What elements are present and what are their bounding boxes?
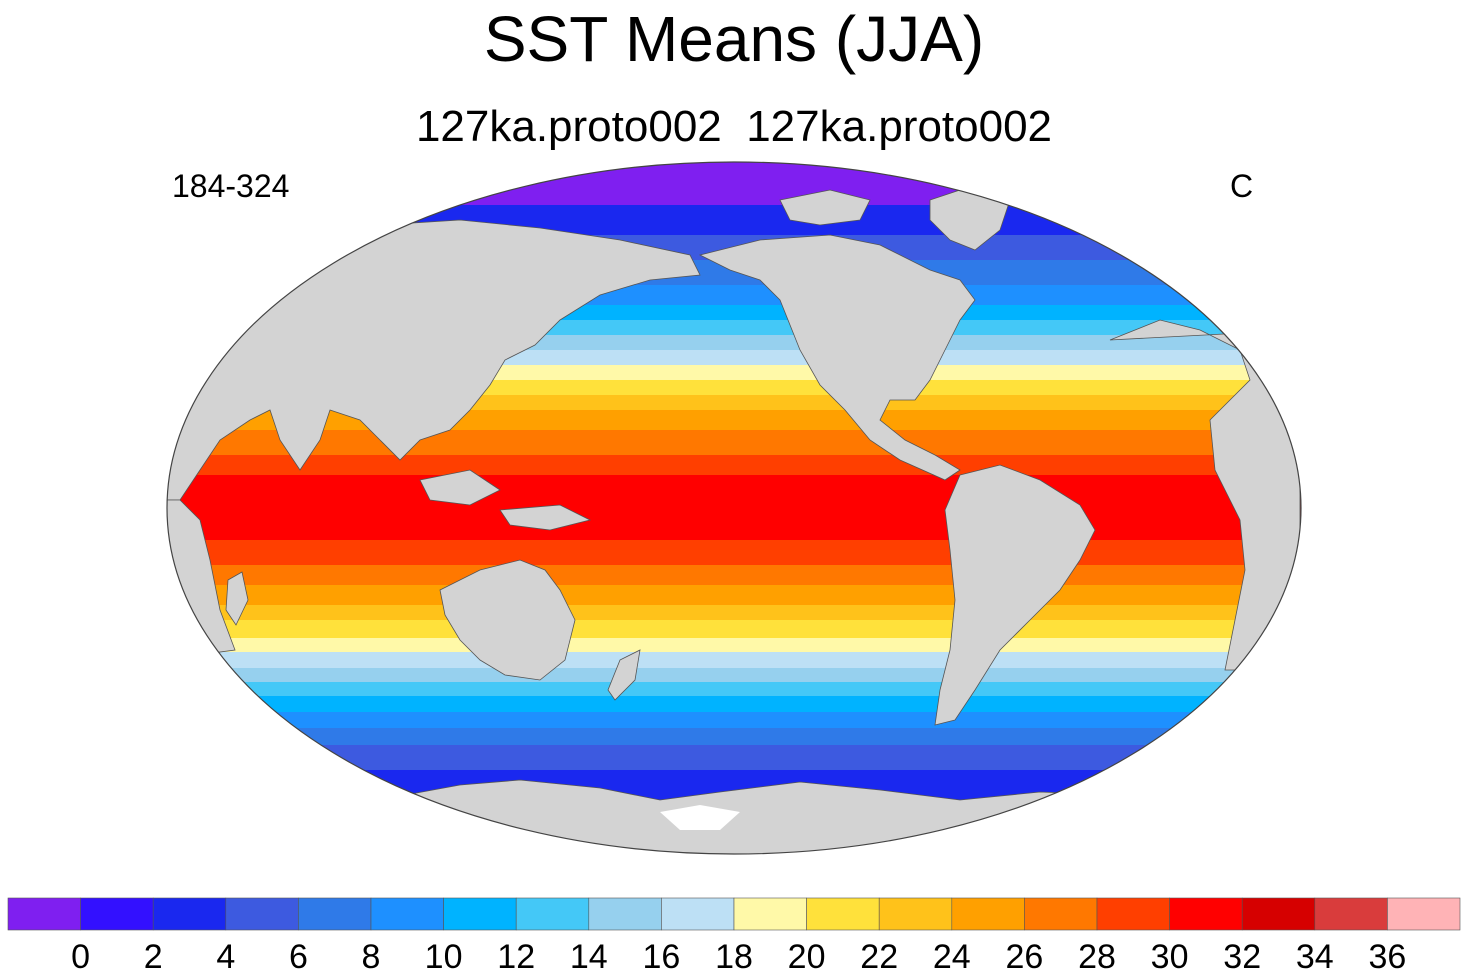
land-antarctica (167, 779, 1301, 854)
sst-band (167, 500, 1301, 541)
colorbar-tick-label: 0 (71, 938, 90, 976)
land-antarctica-ice (660, 805, 740, 830)
colorbar-tick-label: 34 (1296, 938, 1334, 976)
colorbar-tick-label: 20 (788, 938, 826, 976)
units-label: C (1230, 168, 1254, 204)
sst-band (167, 540, 1301, 566)
colorbar-tick-label: 6 (289, 938, 308, 976)
colorbar-box (298, 897, 372, 931)
land-north-america (698, 234, 976, 481)
colorbar-box (1241, 897, 1316, 931)
colorbar-tick-label: 32 (1223, 938, 1261, 976)
colorbar-tick-label: 4 (216, 938, 235, 976)
colorbar-box (1096, 897, 1170, 931)
colorbar-labels: 0 2 4 6 8 10 12 14 16 18 20 22 24 26 28 30 32 34 36 (71, 938, 1406, 976)
colorbar-boxes (7, 897, 1461, 931)
colorbar-tick-label: 22 (860, 938, 898, 976)
colorbar-tick-label: 8 (362, 938, 381, 976)
colorbar-box (1024, 897, 1098, 931)
colorbar-tick-label: 26 (1005, 938, 1043, 976)
colorbar-box (443, 897, 517, 931)
colorbar-box (588, 897, 662, 931)
colorbar-box (225, 897, 299, 931)
colorbar-tick-label: 30 (1151, 938, 1189, 976)
land-australia (439, 559, 576, 681)
land-madagascar (225, 571, 249, 626)
sst-band (167, 585, 1301, 606)
sst-band (167, 745, 1301, 771)
sst-band (167, 668, 1301, 683)
colorbar-tick-label: 18 (715, 938, 753, 976)
sst-band (167, 605, 1301, 621)
colorbar-box (878, 897, 953, 931)
colorbar-tick-label: 16 (642, 938, 680, 976)
colorbar-box (951, 897, 1025, 931)
colorbar-box (370, 897, 444, 931)
colorbar-tick-label: 14 (570, 938, 608, 976)
plot-title: SST Means (JJA) (483, 3, 985, 75)
colorbar-tick-label: 2 (144, 938, 163, 976)
sst-band (167, 682, 1301, 697)
colorbar-tick-label: 12 (497, 938, 535, 976)
sst-band (167, 638, 1301, 653)
sst-band (167, 620, 1301, 639)
land-new-zealand (607, 649, 641, 701)
land-se-asia-islands (419, 469, 592, 531)
colorbar: 0 2 4 6 8 10 12 14 16 18 20 22 24 26 28 30 32 34 36 (7, 897, 1461, 976)
colorbar-box (1314, 897, 1388, 931)
sst-band (167, 696, 1301, 713)
sst-band (167, 728, 1301, 746)
land-south-america (934, 464, 1096, 726)
colorbar-tick-label: 28 (1078, 938, 1116, 976)
sst-map (166, 161, 1302, 855)
colorbar-box (1387, 897, 1461, 931)
colorbar-box (661, 897, 735, 931)
map-globe (167, 162, 1301, 854)
map-outline (166, 161, 1302, 855)
colorbar-box (806, 897, 880, 931)
colorbar-box (80, 897, 154, 931)
colorbar-box (7, 897, 81, 931)
colorbar-box (733, 897, 807, 931)
colorbar-box (1169, 897, 1243, 931)
sst-band (167, 475, 1301, 501)
colorbar-tick-label: 36 (1368, 938, 1406, 976)
land-asia (167, 219, 701, 501)
colorbar-tick-label: 24 (933, 938, 971, 976)
plot-subtitle: 127ka.proto002 127ka.proto002 (415, 102, 1053, 151)
sst-band (167, 430, 1301, 456)
sst-band (167, 205, 1301, 236)
sst-band (167, 565, 1301, 586)
time-range-label: 184-324 (172, 168, 290, 204)
sst-band (167, 652, 1301, 669)
colorbar-tick-label: 10 (425, 938, 463, 976)
sst-band (167, 712, 1301, 729)
colorbar-box (152, 897, 227, 931)
colorbar-box (515, 897, 590, 931)
sst-band (167, 162, 1301, 206)
sst-band (167, 455, 1301, 476)
land-arctic-islands (779, 189, 871, 226)
